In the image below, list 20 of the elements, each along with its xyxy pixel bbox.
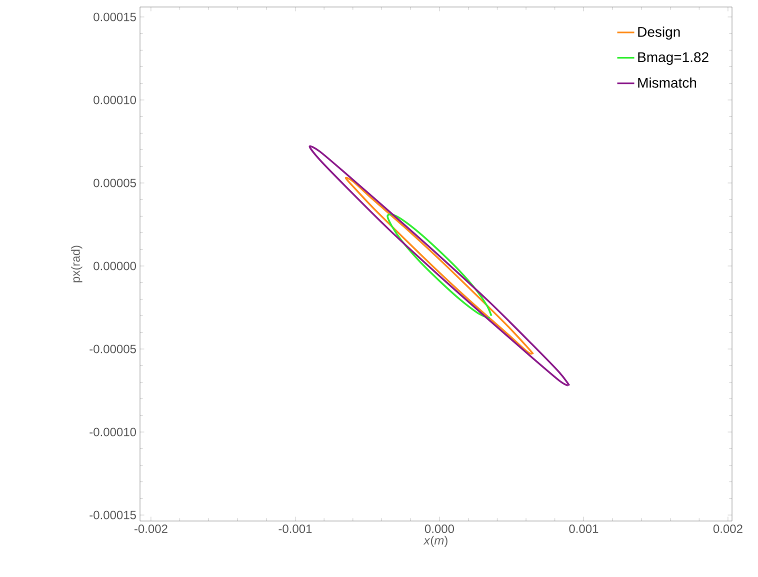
line-series xyxy=(386,214,492,318)
line-series xyxy=(344,177,534,355)
x-tick-label: 0.000 xyxy=(424,524,454,534)
y-tick-label: -0.00015 xyxy=(90,510,136,520)
y-tick-label: 0.00010 xyxy=(94,96,136,104)
x-axis-title: x(m) xyxy=(423,536,448,548)
y-tick-label: 0.00005 xyxy=(94,178,136,188)
legend-label: Mismatch xyxy=(638,77,696,88)
y-axis-title: px(rad) xyxy=(71,246,82,282)
x-tick-label: -0.002 xyxy=(134,524,168,534)
y-tick-label: -0.00010 xyxy=(90,428,136,436)
x-tick-label: 0.001 xyxy=(569,524,598,534)
legend-label: Bmag=1.82 xyxy=(638,52,708,65)
y-tick-label: 0.00000 xyxy=(94,262,136,270)
x-tick-label: -0.001 xyxy=(278,524,312,534)
x-tick-label: 0.002 xyxy=(713,524,742,534)
y-tick-label: -0.00005 xyxy=(90,344,136,354)
line-series xyxy=(308,146,570,386)
y-tick-label: 0.00015 xyxy=(94,12,136,22)
legend-label: Design xyxy=(638,26,680,40)
